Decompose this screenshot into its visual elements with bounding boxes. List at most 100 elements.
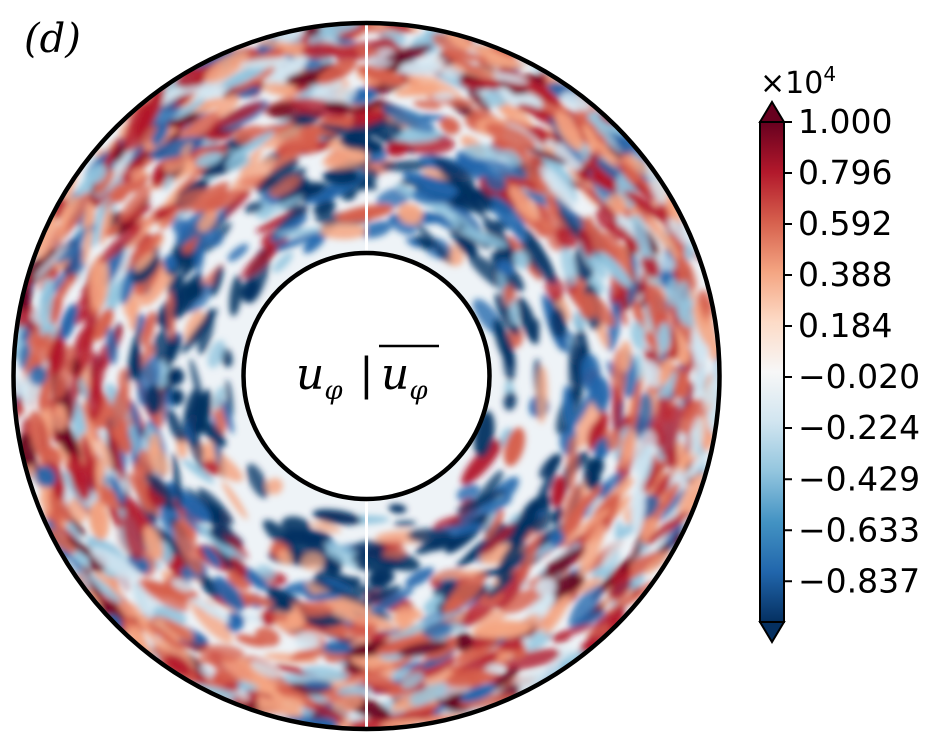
- field-blob: [13, 369, 21, 397]
- field-blob: [485, 122, 536, 151]
- field-blob: [187, 409, 204, 459]
- field-blob: [397, 640, 449, 657]
- field-blob: [630, 320, 647, 351]
- field-blob: [119, 185, 152, 222]
- field-blob: [486, 574, 515, 599]
- field-blob: [199, 574, 220, 598]
- field-blob: [566, 508, 611, 542]
- field-blob: [432, 93, 456, 100]
- field-blob: [572, 577, 603, 594]
- field-blob: [484, 172, 507, 192]
- field-blob: [166, 408, 184, 443]
- field-blob: [375, 633, 433, 656]
- field-blob: [266, 478, 283, 495]
- field-blob: [551, 475, 566, 508]
- field-blob: [404, 567, 435, 588]
- field-blob: [585, 293, 615, 327]
- field-blob: [215, 93, 239, 116]
- field-blob: [239, 147, 263, 176]
- field-blob: [431, 212, 453, 229]
- field-blob: [490, 666, 520, 692]
- field-blob: [134, 251, 155, 272]
- field-blob: [385, 44, 433, 61]
- field-blob: [241, 245, 278, 279]
- colorbar: ×104 1.000 0.796 0.592 0.388 0.184 −0.020 −0.2…: [758, 62, 920, 644]
- field-blob: [163, 618, 195, 643]
- field-blob: [316, 59, 357, 85]
- field-blob: [195, 151, 223, 168]
- field-blob: [256, 158, 299, 194]
- field-blob: [393, 520, 417, 527]
- field-blob: [457, 208, 481, 232]
- field-blob: [501, 149, 522, 167]
- field-blob: [561, 91, 591, 111]
- field-blob: [170, 388, 185, 406]
- field-blob: [86, 163, 107, 184]
- field-blob: [684, 243, 693, 261]
- field-blob: [522, 629, 552, 651]
- field-blob: [403, 703, 443, 714]
- field-blob: [187, 597, 224, 617]
- field-blob: [391, 668, 411, 679]
- field-blob: [472, 46, 530, 69]
- field-blob: [647, 215, 680, 260]
- field-blob: [152, 330, 172, 362]
- field-blob: [81, 435, 98, 493]
- field-blob: [381, 160, 435, 172]
- field-blob: [128, 296, 138, 331]
- field-blob: [433, 157, 476, 186]
- field-blob: [35, 465, 56, 488]
- field-blob: [520, 240, 557, 284]
- colorbar-tick-label: −0.224: [798, 408, 920, 447]
- field-blob: [500, 636, 524, 653]
- field-blob: [323, 101, 353, 114]
- field-blob: [508, 299, 519, 326]
- field-blob: [221, 481, 248, 520]
- field-blob: [356, 64, 407, 86]
- field-blob: [536, 577, 557, 597]
- field-blob: [97, 438, 114, 471]
- field-blob: [562, 385, 574, 428]
- field-blob: [411, 186, 455, 205]
- field-blob: [524, 614, 540, 629]
- field-blob: [516, 103, 553, 119]
- field-blob: [54, 345, 75, 400]
- colorbar-tick-label: −0.633: [798, 510, 920, 549]
- field-blob: [230, 555, 248, 578]
- field-blob: [491, 194, 526, 229]
- field-blob: [315, 124, 373, 138]
- field-blob: [698, 296, 708, 321]
- field-blob: [408, 683, 447, 706]
- field-blob: [555, 227, 577, 250]
- field-blob: [322, 640, 353, 655]
- field-blob: [135, 85, 165, 139]
- field-blob: [387, 616, 441, 644]
- center-right-symbol: u: [381, 349, 409, 400]
- field-blob: [98, 488, 117, 507]
- field-blob: [166, 367, 185, 386]
- field-blob: [284, 528, 328, 553]
- field-blob: [644, 330, 658, 349]
- field-blob: [500, 86, 519, 108]
- inner-boundary-fill: [243, 253, 490, 499]
- field-blob: [221, 399, 234, 435]
- field-blob: [105, 224, 120, 238]
- field-blob: [177, 492, 211, 523]
- field-blob: [227, 612, 245, 626]
- field-blob: [141, 310, 156, 347]
- field-blob: [659, 356, 674, 385]
- field-blob: [79, 378, 89, 402]
- field-blob: [579, 522, 606, 578]
- field-blob: [323, 601, 378, 625]
- field-blob: [453, 211, 487, 244]
- field-blob: [582, 472, 622, 518]
- field-blob: [488, 203, 522, 237]
- field-blob: [397, 203, 423, 224]
- field-blob: [451, 639, 500, 672]
- field-blob: [165, 331, 178, 369]
- field-blob: [413, 235, 433, 250]
- field-blob: [582, 124, 599, 150]
- field-blob: [28, 365, 48, 386]
- field-blob: [566, 436, 578, 491]
- field-blob: [294, 631, 320, 649]
